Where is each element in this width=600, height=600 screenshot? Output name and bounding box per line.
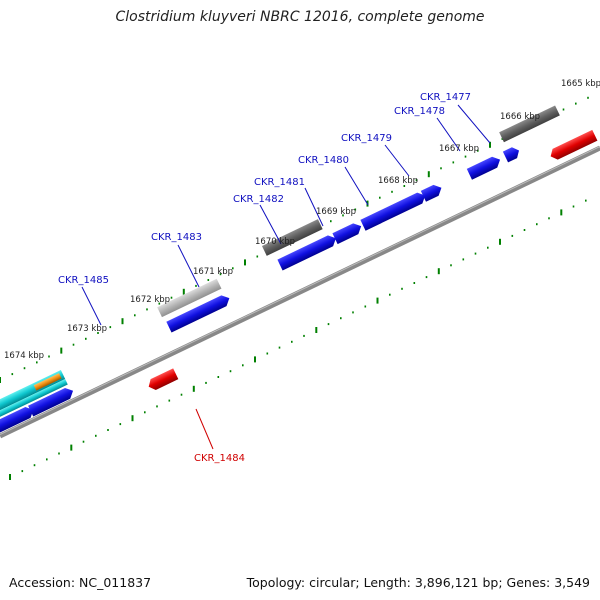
gene-arrow-forward[interactable] [277,233,338,271]
gene-arrow-forward[interactable] [28,385,76,417]
accession-text: Accession: NC_011837 [9,575,152,590]
gene-label-leader [436,117,461,152]
gene-label[interactable]: CKR_1483 [151,232,202,243]
feature-bar-dark[interactable] [261,219,323,256]
backbone-highlight [0,146,600,435]
kbp-label: 1670 kbp [255,237,295,247]
gene-label[interactable]: CKR_1481 [254,177,305,188]
cds-bar-orange[interactable] [33,373,62,391]
gene-label[interactable]: CKR_1478 [394,106,445,117]
feature-bar-light[interactable] [157,278,222,318]
gene-label-leader [384,144,410,177]
kbp-label: 1665 kbp [561,79,600,89]
gene-label[interactable]: CKR_1480 [298,155,349,166]
gene-label[interactable]: CKR_1482 [233,194,284,205]
gene-arrow-forward[interactable] [166,293,232,333]
gene-label[interactable]: CKR_1484 [194,453,245,464]
gene-label[interactable]: CKR_1479 [341,133,392,144]
gene-arrow-forward[interactable] [466,154,503,180]
gene-label[interactable]: CKR_1485 [58,275,109,286]
gene-arrow-reverse[interactable] [146,368,179,392]
gene-label-leader [304,187,324,227]
gene-label-leader [344,166,369,206]
cds-bar-cyan[interactable] [0,370,66,438]
gene-arrow-forward[interactable] [360,190,427,231]
gene-arrow-forward[interactable] [420,182,444,202]
gene-label-leader [81,286,102,326]
kbp-label: 1672 kbp [130,295,170,305]
kbp-label: 1666 kbp [500,112,540,122]
gene-label-leader [259,204,282,245]
gene-label[interactable]: CKR_1477 [420,92,471,103]
gene-arrow-forward[interactable] [332,221,363,245]
kbp-label: 1673 kbp [67,324,107,334]
feature-bar-dark[interactable] [499,105,560,143]
genome-summary-text: Topology: circular; Length: 3,896,121 bp… [246,575,590,590]
gene-arrow-reverse[interactable] [548,129,598,162]
kbp-label: 1674 kbp [4,351,44,361]
gene-label-leader [177,244,200,288]
kbp-label: 1671 kbp [193,267,233,277]
kbp-label: 1669 kbp [316,207,356,217]
map-title: Clostridium kluyveri NBRC 12016, complet… [115,9,485,25]
kbp-label: 1668 kbp [378,176,418,186]
gene-arrow-forward[interactable] [0,404,36,456]
gene-label-leader [457,104,491,144]
gene-arrow-forward[interactable] [502,145,522,163]
gene-label-leader [195,408,214,450]
cds-bar-cyan[interactable] [0,379,68,443]
kbp-label: 1667 kbp [439,144,479,154]
inner-tick-rail [9,199,587,480]
backbone-line [0,145,600,439]
